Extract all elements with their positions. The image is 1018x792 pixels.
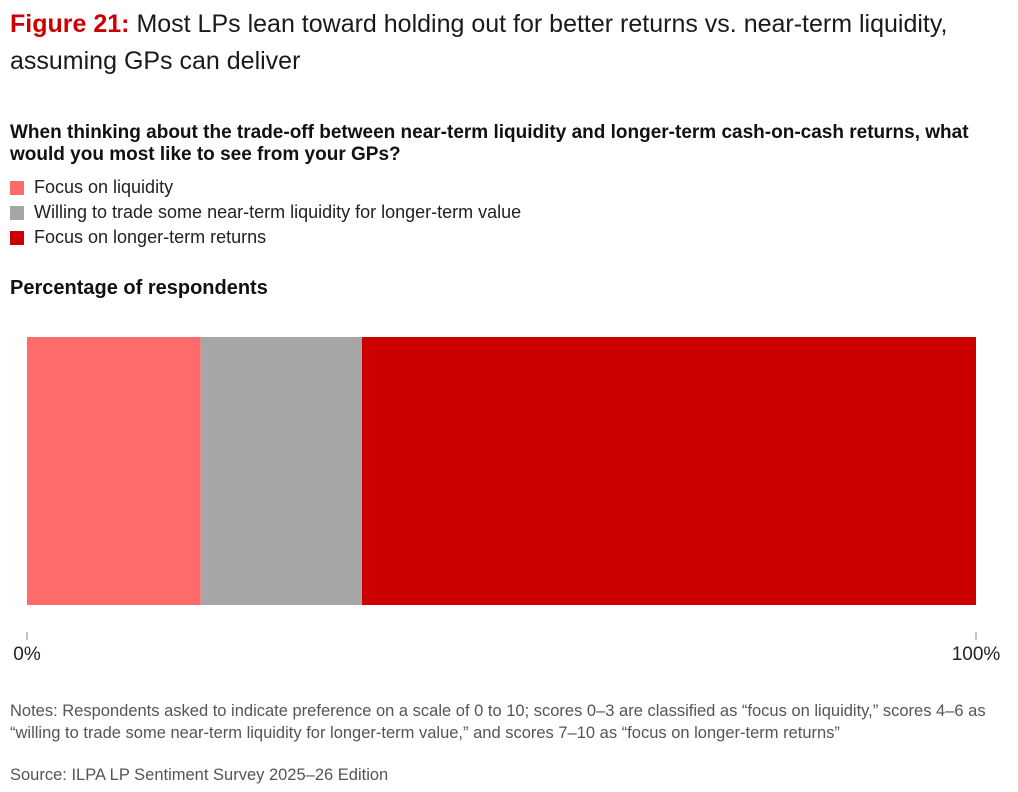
bar-segment-2: [200, 337, 362, 605]
bar-segment-1: [27, 337, 201, 605]
legend-swatch: [10, 205, 24, 220]
chart-subtitle: Percentage of respondents: [10, 277, 268, 299]
legend-swatch: [10, 230, 24, 245]
notes: Notes: Respondents asked to indicate pre…: [10, 702, 986, 742]
x-tick-label: 0%: [13, 644, 41, 665]
legend-label: Willing to trade some near-term liquidit…: [34, 202, 522, 222]
stacked-bar-chart: 0% 100%: [13, 337, 1001, 665]
survey-question: When thinking about the trade-off betwee…: [10, 122, 969, 165]
legend-item-liquidity: Focus on liquidity: [10, 175, 521, 200]
figure-label: Figure 21:: [10, 10, 130, 38]
legend-item-trade: Willing to trade some near-term liquidit…: [10, 200, 521, 225]
legend: Focus on liquidity Willing to trade some…: [10, 175, 521, 250]
legend-item-returns: Focus on longer-term returns: [10, 225, 521, 250]
legend-label: Focus on liquidity: [34, 177, 174, 197]
bar-segment-3: [361, 337, 976, 605]
x-tick-label: 100%: [952, 644, 1001, 665]
figure-title: Figure 21: Most LPs lean toward holding …: [10, 6, 1000, 80]
figure-title-text: Most LPs lean toward holding out for bet…: [10, 10, 948, 75]
source: Source: ILPA LP Sentiment Survey 2025–26…: [10, 766, 389, 784]
legend-swatch: [10, 180, 24, 195]
legend-label: Focus on longer-term returns: [34, 227, 267, 247]
